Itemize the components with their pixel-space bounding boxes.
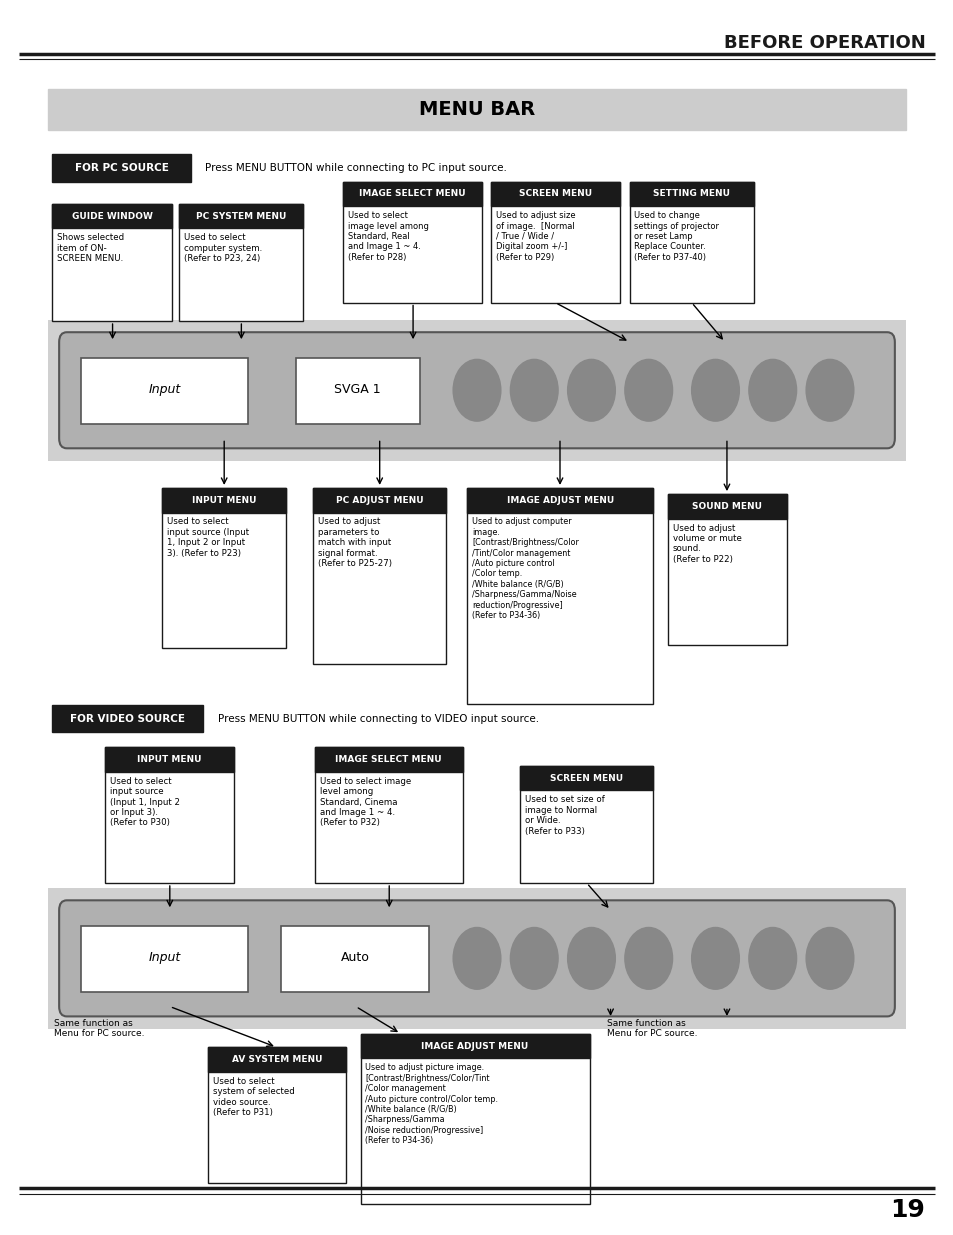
FancyBboxPatch shape <box>281 926 429 992</box>
Text: SOUND MENU: SOUND MENU <box>692 501 761 511</box>
FancyBboxPatch shape <box>519 766 653 790</box>
Circle shape <box>453 927 500 989</box>
Text: PC SYSTEM MENU: PC SYSTEM MENU <box>196 211 286 221</box>
Circle shape <box>510 927 558 989</box>
Text: Used to change
settings of projector
or reset Lamp
Replace Counter.
(Refer to P3: Used to change settings of projector or … <box>634 211 719 262</box>
Text: Used to adjust picture image.
[Contrast/Brightness/Color/Tint
/Color management
: Used to adjust picture image. [Contrast/… <box>365 1063 497 1145</box>
FancyBboxPatch shape <box>105 747 233 883</box>
Circle shape <box>510 359 558 421</box>
Text: SCREEN MENU: SCREEN MENU <box>518 189 592 199</box>
Text: Used to select
computer system.
(Refer to P23, 24): Used to select computer system. (Refer t… <box>184 233 262 263</box>
Text: Used to adjust size
of image.  [Normal
/ True / Wide /
Digital zoom +/-]
(Refer : Used to adjust size of image. [Normal / … <box>496 211 575 262</box>
Text: FOR PC SOURCE: FOR PC SOURCE <box>74 163 169 173</box>
Text: Used to select
system of selected
video source.
(Refer to P31): Used to select system of selected video … <box>213 1077 294 1118</box>
FancyBboxPatch shape <box>629 182 753 206</box>
Text: Same function as
Menu for PC source.: Same function as Menu for PC source. <box>54 1019 145 1039</box>
FancyBboxPatch shape <box>467 488 653 513</box>
Text: SCREEN MENU: SCREEN MENU <box>550 773 622 783</box>
FancyBboxPatch shape <box>52 204 172 321</box>
Circle shape <box>748 359 796 421</box>
Text: SETTING MENU: SETTING MENU <box>653 189 729 199</box>
FancyBboxPatch shape <box>360 1034 589 1204</box>
FancyBboxPatch shape <box>360 1034 589 1058</box>
FancyBboxPatch shape <box>179 204 303 228</box>
Text: IMAGE SELECT MENU: IMAGE SELECT MENU <box>335 755 441 764</box>
Circle shape <box>805 927 853 989</box>
Text: GUIDE WINDOW: GUIDE WINDOW <box>71 211 152 221</box>
Text: Used to adjust computer
image.
[Contrast/Brightness/Color
/Tint/Color management: Used to adjust computer image. [Contrast… <box>472 517 578 620</box>
Text: Auto: Auto <box>341 951 370 963</box>
Text: Shows selected
item of ON-
SCREEN MENU.: Shows selected item of ON- SCREEN MENU. <box>57 233 124 263</box>
Circle shape <box>567 359 615 421</box>
Text: Used to adjust
volume or mute
sound.
(Refer to P22): Used to adjust volume or mute sound. (Re… <box>672 524 740 564</box>
Circle shape <box>624 927 672 989</box>
Text: Press MENU BUTTON while connecting to VIDEO input source.: Press MENU BUTTON while connecting to VI… <box>217 714 538 724</box>
FancyBboxPatch shape <box>313 488 446 513</box>
FancyBboxPatch shape <box>162 488 286 513</box>
Text: PC ADJUST MENU: PC ADJUST MENU <box>335 495 423 505</box>
FancyBboxPatch shape <box>313 488 446 664</box>
Circle shape <box>624 359 672 421</box>
Text: Same function as
Menu for PC source.: Same function as Menu for PC source. <box>606 1019 697 1039</box>
FancyBboxPatch shape <box>81 358 248 424</box>
Circle shape <box>691 927 739 989</box>
Text: BEFORE OPERATION: BEFORE OPERATION <box>723 35 924 52</box>
Text: AV SYSTEM MENU: AV SYSTEM MENU <box>232 1055 322 1065</box>
FancyBboxPatch shape <box>491 182 619 303</box>
Text: Used to set size of
image to Normal
or Wide.
(Refer to P33): Used to set size of image to Normal or W… <box>524 795 604 836</box>
Text: Used to select
input source (Input
1, Input 2 or Input
3). (Refer to P23): Used to select input source (Input 1, In… <box>167 517 249 558</box>
FancyBboxPatch shape <box>667 494 786 645</box>
Text: Input: Input <box>149 383 181 395</box>
Text: SVGA 1: SVGA 1 <box>335 383 380 395</box>
FancyBboxPatch shape <box>343 182 481 303</box>
FancyBboxPatch shape <box>81 926 248 992</box>
Text: IMAGE SELECT MENU: IMAGE SELECT MENU <box>359 189 465 199</box>
Circle shape <box>567 927 615 989</box>
FancyBboxPatch shape <box>208 1047 346 1183</box>
FancyBboxPatch shape <box>519 766 653 883</box>
FancyBboxPatch shape <box>491 182 619 206</box>
FancyBboxPatch shape <box>208 1047 346 1072</box>
Text: Input: Input <box>149 951 181 963</box>
Text: MENU BAR: MENU BAR <box>418 100 535 119</box>
FancyBboxPatch shape <box>52 204 172 228</box>
FancyBboxPatch shape <box>59 900 894 1016</box>
Text: 19: 19 <box>889 1198 924 1223</box>
FancyBboxPatch shape <box>48 89 905 130</box>
Text: Press MENU BUTTON while connecting to PC input source.: Press MENU BUTTON while connecting to PC… <box>205 163 506 173</box>
FancyBboxPatch shape <box>629 182 753 303</box>
FancyBboxPatch shape <box>105 747 233 772</box>
FancyBboxPatch shape <box>467 488 653 704</box>
FancyBboxPatch shape <box>162 488 286 648</box>
Text: INPUT MENU: INPUT MENU <box>192 495 256 505</box>
Text: IMAGE ADJUST MENU: IMAGE ADJUST MENU <box>421 1041 528 1051</box>
Circle shape <box>805 359 853 421</box>
FancyBboxPatch shape <box>48 320 905 461</box>
FancyBboxPatch shape <box>295 358 419 424</box>
Text: IMAGE ADJUST MENU: IMAGE ADJUST MENU <box>506 495 614 505</box>
FancyBboxPatch shape <box>52 154 191 182</box>
Circle shape <box>453 359 500 421</box>
FancyBboxPatch shape <box>52 705 203 732</box>
FancyBboxPatch shape <box>667 494 786 519</box>
FancyBboxPatch shape <box>59 332 894 448</box>
FancyBboxPatch shape <box>179 204 303 321</box>
FancyBboxPatch shape <box>314 747 462 883</box>
Circle shape <box>748 927 796 989</box>
Circle shape <box>691 359 739 421</box>
FancyBboxPatch shape <box>314 747 462 772</box>
Text: INPUT MENU: INPUT MENU <box>137 755 201 764</box>
Text: Used to select
input source
(Input 1, Input 2
or Input 3).
(Refer to P30): Used to select input source (Input 1, In… <box>110 777 179 827</box>
FancyBboxPatch shape <box>343 182 481 206</box>
Text: Used to select
image level among
Standard, Real
and Image 1 ~ 4.
(Refer to P28): Used to select image level among Standar… <box>348 211 429 262</box>
FancyBboxPatch shape <box>48 888 905 1029</box>
Text: Used to select image
level among
Standard, Cinema
and Image 1 ~ 4.
(Refer to P32: Used to select image level among Standar… <box>319 777 411 827</box>
Text: Used to adjust
parameters to
match with input
signal format.
(Refer to P25-27): Used to adjust parameters to match with … <box>317 517 392 568</box>
Text: FOR VIDEO SOURCE: FOR VIDEO SOURCE <box>71 714 185 724</box>
